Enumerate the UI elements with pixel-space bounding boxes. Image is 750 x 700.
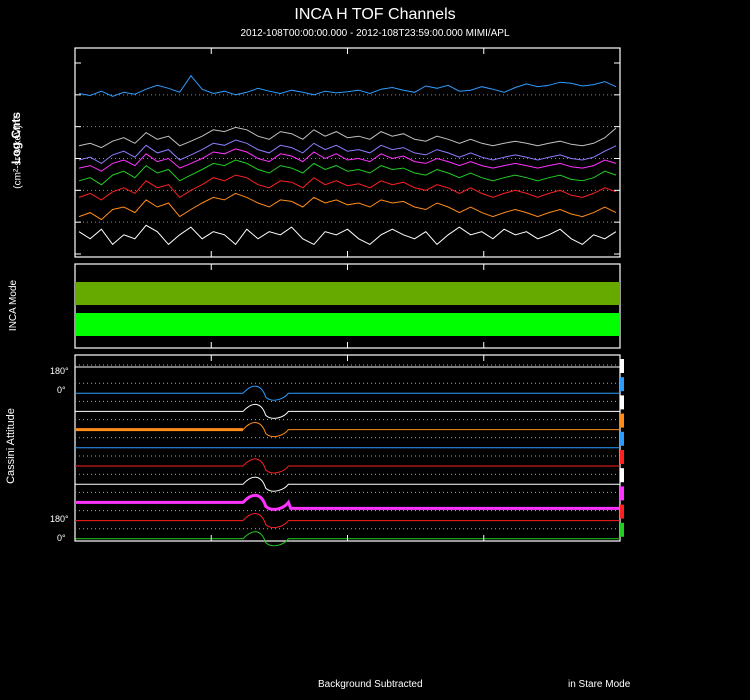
tof-series-line bbox=[78, 74, 617, 97]
attitude-series-line bbox=[75, 422, 620, 438]
chart-title: INCA H TOF Channels bbox=[294, 6, 456, 23]
att-ytick-180b: 180° bbox=[50, 514, 69, 524]
attitude-legend-swatch bbox=[620, 468, 624, 483]
tof-series-line bbox=[78, 148, 617, 172]
time-axis bbox=[74, 48, 485, 541]
mode-band bbox=[75, 282, 620, 305]
tof-series-line bbox=[78, 174, 617, 201]
attitude-series-line bbox=[75, 403, 620, 419]
attitude-legend-swatch bbox=[620, 522, 624, 537]
chart-subtitle: 2012-108T00:00:00.000 - 2012-108T23:59:0… bbox=[240, 28, 510, 39]
tof-series-line bbox=[78, 159, 617, 186]
att-ytick-180a: 180° bbox=[50, 366, 69, 376]
attitude-legend-swatch bbox=[620, 377, 624, 392]
tof-ylabel-units: (cm²-sr-s-keV)⁻¹ bbox=[12, 116, 24, 189]
attitude-series-line bbox=[75, 458, 620, 474]
tof-series-line bbox=[78, 126, 617, 149]
attitude-legend-swatch bbox=[620, 486, 624, 501]
mode-panel bbox=[74, 263, 621, 349]
attitude-legend-swatch bbox=[620, 450, 624, 464]
tof-series-line bbox=[78, 192, 617, 221]
tof-series-line bbox=[78, 139, 617, 164]
footer-left: Background Subtracted bbox=[318, 679, 423, 690]
attitude-series-line bbox=[75, 476, 620, 492]
attitude-legend-swatch bbox=[620, 504, 624, 519]
attitude-panel bbox=[74, 354, 624, 547]
footer-right: in Stare Mode bbox=[568, 679, 631, 690]
attitude-legend-swatch bbox=[620, 413, 624, 428]
mode-ylabel: INCA Mode bbox=[8, 279, 20, 332]
attitude-ylabel: Cassini Attitude bbox=[4, 408, 17, 484]
attitude-legend-swatch bbox=[620, 431, 624, 446]
tof-panel bbox=[74, 47, 621, 258]
attitude-legend-swatch bbox=[620, 359, 624, 373]
attitude-series-line bbox=[75, 493, 620, 511]
att-ytick-0a: 0° bbox=[57, 385, 66, 395]
attitude-series-line bbox=[75, 385, 620, 401]
tof-series-line bbox=[78, 224, 617, 246]
attitude-legend-swatch bbox=[620, 395, 624, 410]
attitude-series-line bbox=[75, 531, 620, 547]
mode-band bbox=[75, 313, 620, 336]
attitude-series-line bbox=[75, 513, 620, 529]
att-ytick-0b: 0° bbox=[57, 533, 66, 543]
